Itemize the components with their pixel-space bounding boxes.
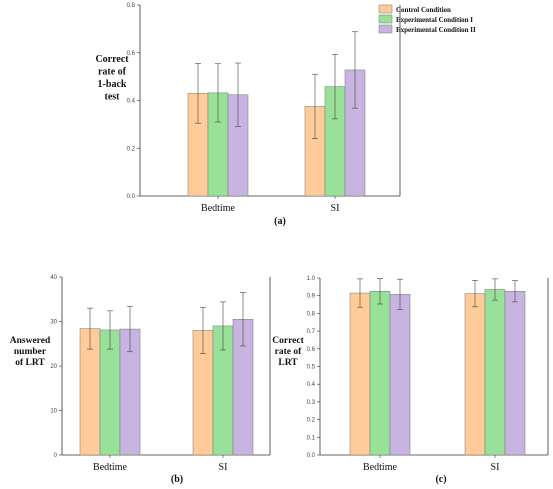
y-tick-label: 0.0	[307, 453, 316, 459]
category-label: Bedtime	[93, 462, 127, 473]
y-axis-title-line: LRT	[278, 358, 298, 368]
y-tick-label: 1.0	[307, 276, 316, 282]
bar-c-si-1	[464, 293, 486, 456]
y-tick-label: 0.4	[307, 382, 316, 388]
y-tick-label: 0.9	[307, 294, 316, 300]
y-axis-title-line: Answered	[10, 336, 51, 346]
y-tick-label: 20	[50, 364, 57, 370]
y-axis-title-line: Correct	[272, 336, 304, 346]
bar-c-bedtime-3	[389, 294, 411, 456]
legend-swatch	[378, 14, 393, 24]
y-tick-label: 0.2	[307, 418, 316, 424]
y-tick-label: 0.0	[127, 194, 136, 200]
y-axis-title-line: rate of	[98, 67, 127, 78]
bar-c-si-3	[504, 291, 526, 456]
y-tick-label: 0.4	[127, 99, 136, 105]
y-tick-label: 40	[50, 275, 57, 281]
y-tick-label: 0.2	[127, 146, 136, 152]
bar-c-si-2	[484, 289, 506, 456]
chart-caption: (b)	[171, 474, 183, 485]
category-label: SI	[491, 462, 500, 473]
y-tick-label: 30	[50, 320, 57, 326]
y-axis-title-line: number	[14, 347, 47, 357]
category-label: SI	[219, 462, 228, 473]
category-label: Bedtime	[201, 203, 235, 214]
y-axis-title-line: of LRT	[15, 358, 45, 368]
y-tick-label: 0.7	[307, 329, 316, 335]
legend-swatch	[378, 4, 393, 14]
chart-caption: (a)	[274, 216, 286, 227]
y-axis-title-line: rate of	[275, 347, 302, 357]
category-label: Bedtime	[363, 462, 397, 473]
legend-label: Experimental Condition I	[396, 16, 473, 24]
bar-c-bedtime-1	[349, 292, 371, 456]
y-axis-title-line: Correct	[95, 54, 129, 65]
y-axis-title-line: test	[105, 92, 121, 103]
legend-label: Experimental Condition II	[396, 26, 476, 34]
y-tick-label: 0.6	[307, 347, 316, 353]
y-tick-label: 10	[50, 409, 57, 415]
y-tick-label: 0.6	[127, 51, 136, 57]
y-axis-title-line: 1-back	[98, 79, 127, 90]
chart-caption: (c)	[435, 474, 446, 485]
chart-a: 0.0 0.2 0.4 0.6 0.8 Bedtime SI Correct rate of1-…	[95, 3, 476, 227]
y-tick-label: 0.3	[307, 400, 316, 406]
y-tick-label: 0.8	[127, 3, 136, 9]
category-label: SI	[331, 203, 340, 214]
y-tick-label: 0.1	[307, 435, 316, 441]
bar-c-bedtime-2	[369, 291, 391, 456]
y-tick-label: 0	[54, 453, 58, 459]
legend-swatch	[378, 24, 393, 34]
chart-c: 0.0 0.1 0.2 0.3 0.4 0.5 0.6 0.7 0.8 0.9 1.0 Bedtime…	[272, 276, 549, 485]
y-tick-label: 0.8	[307, 311, 316, 317]
legend: Control Condition Experimental Condition …	[378, 4, 476, 34]
legend-label: Control Condition	[396, 6, 451, 14]
y-tick-label: 0.5	[307, 365, 316, 371]
